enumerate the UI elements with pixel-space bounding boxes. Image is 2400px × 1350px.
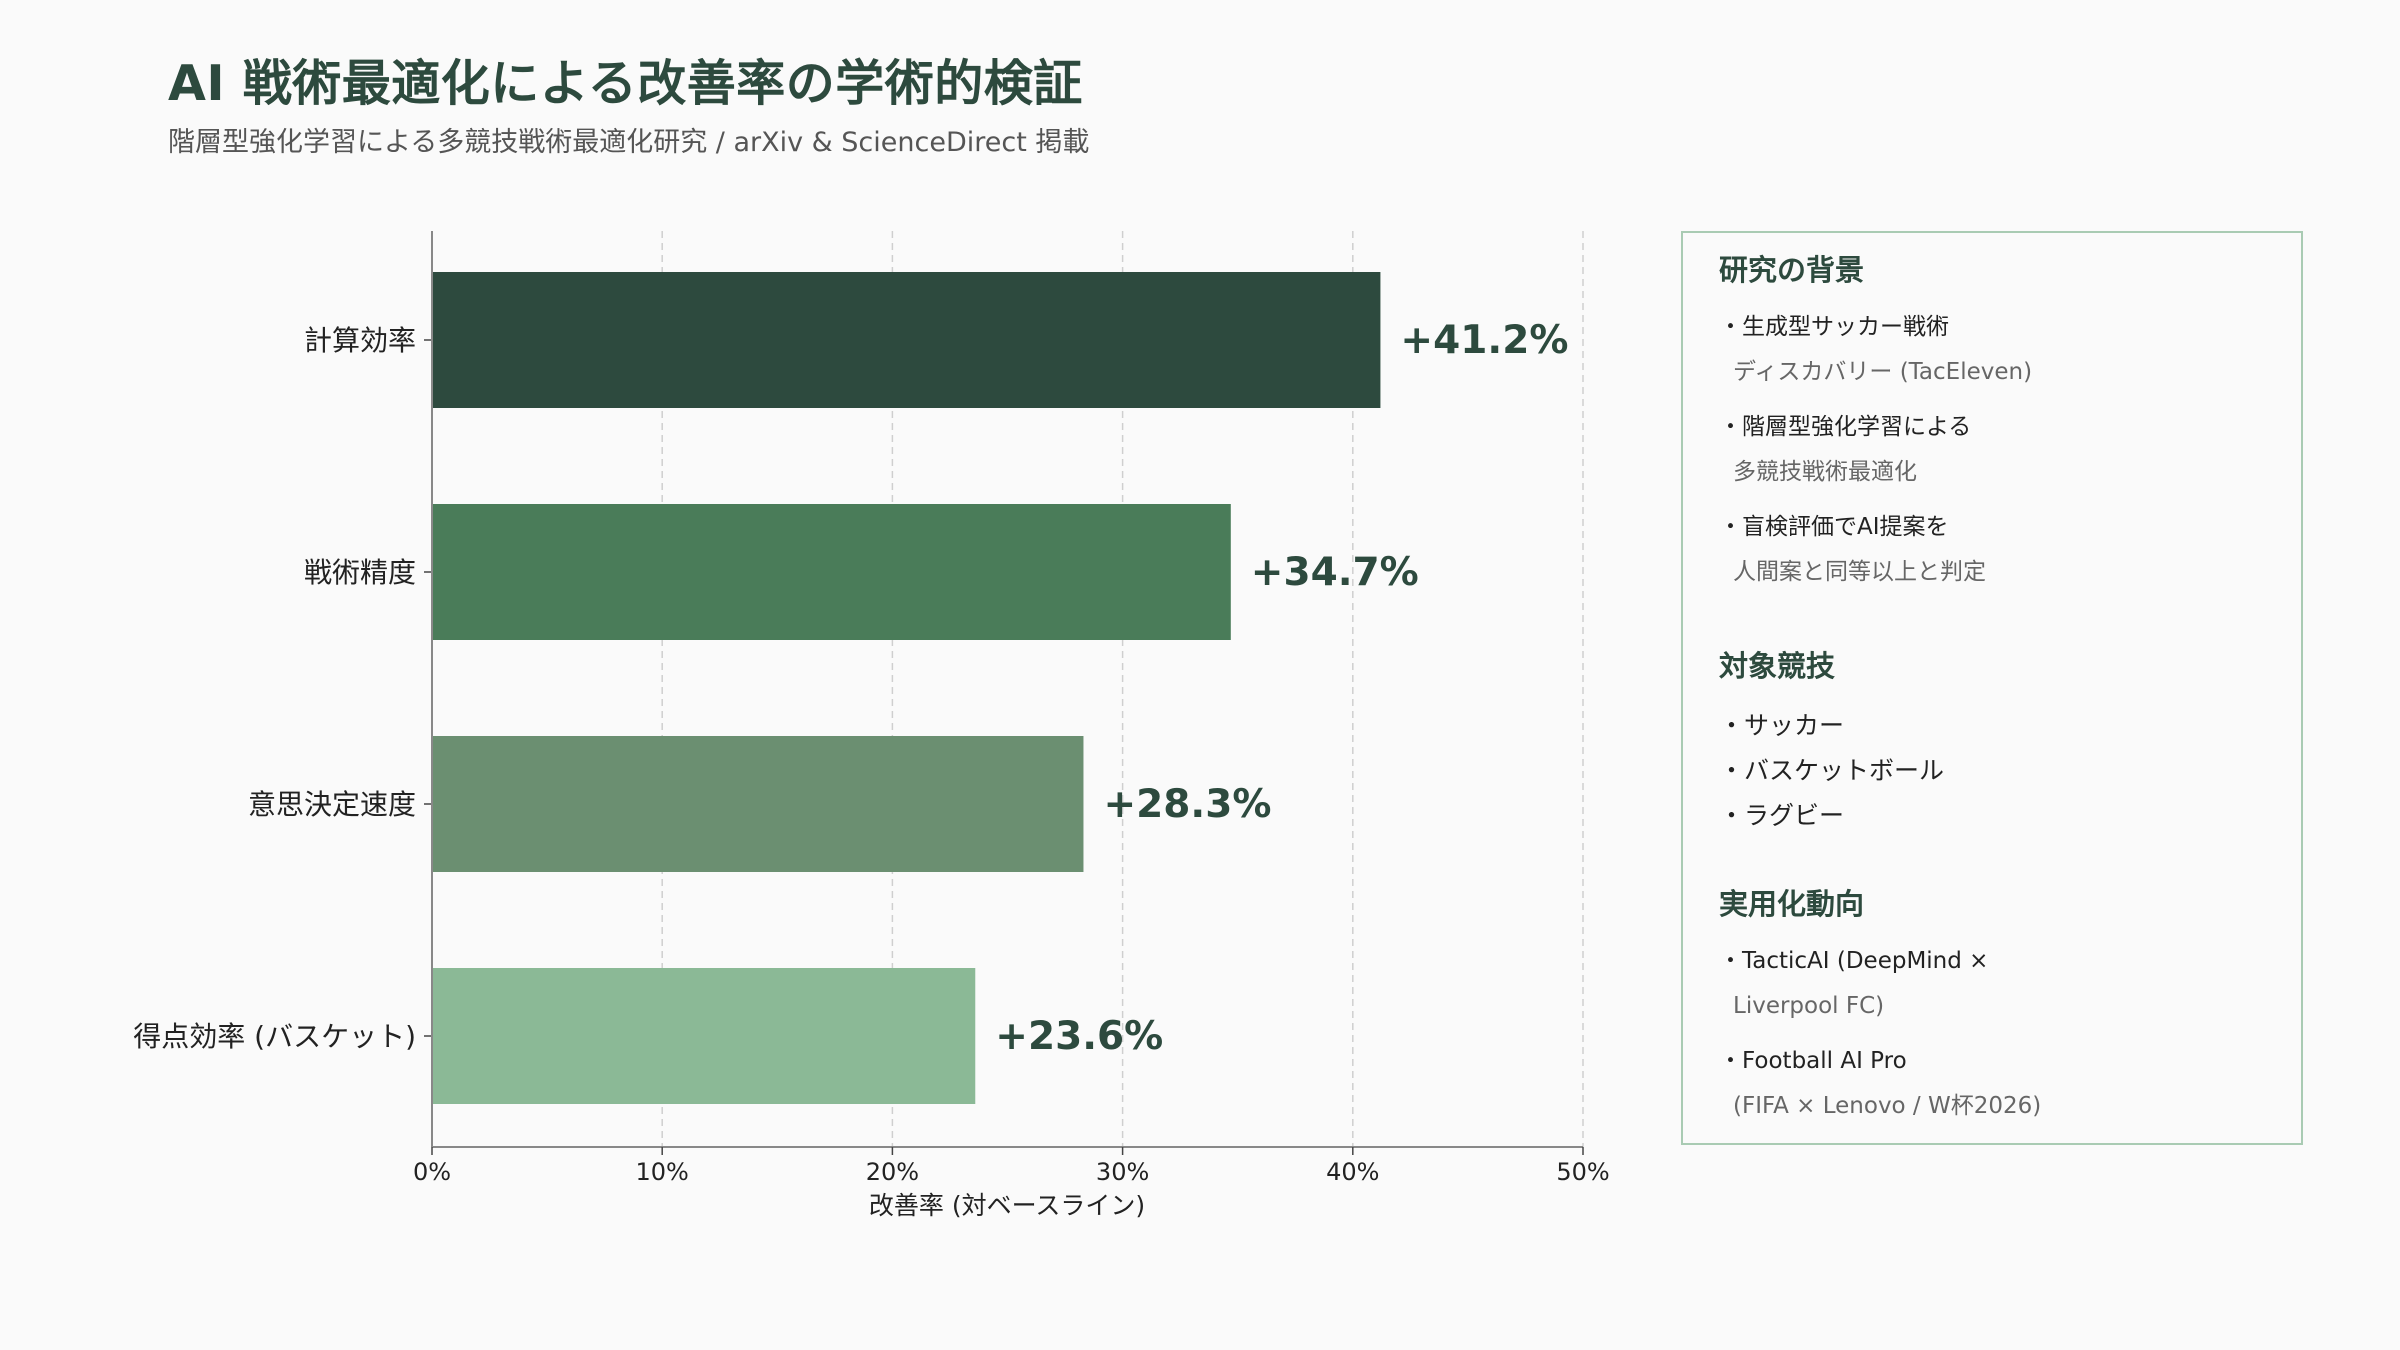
bullet-main-text: TacticAI (DeepMind × bbox=[1719, 939, 2041, 984]
background-item: 階層型強化学習による 多競技戦術最適化 bbox=[1719, 405, 2032, 495]
sports-heading: 対象競技 bbox=[1719, 649, 1836, 683]
grid-lines bbox=[661, 231, 1584, 1147]
info-panel: 研究の背景 生成型サッカー戦術 ディスカバリー (TacEleven) 階層型強… bbox=[1681, 231, 2303, 1145]
x-tick-label: 20% bbox=[866, 1158, 919, 1186]
bullet-sub-text: 人間案と同等以上と判定 bbox=[1733, 559, 1986, 585]
bar-value-label: +23.6% bbox=[995, 1014, 1163, 1059]
category-label: 得点効率 (バスケット) bbox=[133, 1020, 416, 1053]
bar-value-label: +28.3% bbox=[1103, 782, 1271, 827]
bullet-sub-text: 多競技戦術最適化 bbox=[1733, 459, 1917, 485]
background-item: 生成型サッカー戦術 ディスカバリー (TacEleven) bbox=[1719, 305, 2032, 395]
bar-value-label: +34.7% bbox=[1251, 550, 1419, 595]
bullet-main-text: Football AI Pro bbox=[1719, 1039, 2041, 1084]
bar bbox=[432, 504, 1231, 640]
x-tick-label: 40% bbox=[1326, 1158, 1379, 1186]
bullet-sub-text: ディスカバリー (TacEleven) bbox=[1733, 359, 2033, 385]
bar-chart: +41.2% +34.7% +28.3% +23.6% 計算効率戦術精度意思決定速度得… bbox=[133, 231, 1610, 1220]
bullet-main-text: 階層型強化学習による bbox=[1719, 405, 2032, 450]
x-tick-label: 30% bbox=[1096, 1158, 1149, 1186]
background-section: 研究の背景 生成型サッカー戦術 ディスカバリー (TacEleven) 階層型強… bbox=[1719, 247, 2032, 605]
trend-item: Football AI Pro (FIFA × Lenovo / W杯2026) bbox=[1719, 1039, 2041, 1129]
trends-heading: 実用化動向 bbox=[1719, 887, 1865, 921]
sport-item: ラグビー bbox=[1719, 793, 1944, 838]
x-axis-label: 改善率 (対ベースライン) bbox=[869, 1191, 1145, 1220]
bullet-sub-text: Liverpool FC) bbox=[1733, 993, 1885, 1019]
trends-section: 実用化動向 TacticAI (DeepMind × Liverpool FC)… bbox=[1719, 881, 2041, 1139]
bullet-main-text: 盲検評価でAI提案を bbox=[1719, 505, 2032, 550]
bullet-main-text: 生成型サッカー戦術 bbox=[1719, 305, 2032, 350]
sport-item: バスケットボール bbox=[1719, 748, 1944, 793]
chart-title: AI 戦術最適化による改善率の学術的検証 bbox=[168, 55, 1083, 112]
category-label: 意思決定速度 bbox=[248, 788, 416, 821]
bars: +41.2% +34.7% +28.3% +23.6% bbox=[432, 272, 1568, 1104]
x-tick-label: 0% bbox=[413, 1158, 451, 1186]
bar bbox=[432, 968, 976, 1104]
category-label: 戦術精度 bbox=[304, 556, 416, 589]
background-item: 盲検評価でAI提案を 人間案と同等以上と判定 bbox=[1719, 505, 2032, 595]
background-heading: 研究の背景 bbox=[1719, 253, 1865, 287]
sport-item: サッカー bbox=[1719, 703, 1944, 748]
x-tick-label: 10% bbox=[636, 1158, 689, 1186]
bullet-sub-text: (FIFA × Lenovo / W杯2026) bbox=[1733, 1093, 2042, 1119]
trend-item: TacticAI (DeepMind × Liverpool FC) bbox=[1719, 939, 2041, 1029]
bar-value-label: +41.2% bbox=[1400, 318, 1568, 363]
bar bbox=[432, 736, 1084, 872]
category-label: 計算効率 bbox=[304, 324, 416, 357]
x-tick-label: 50% bbox=[1556, 1158, 1609, 1186]
bar bbox=[432, 272, 1381, 408]
chart-subtitle: 階層型強化学習による多競技戦術最適化研究 / arXiv & ScienceDi… bbox=[168, 127, 1090, 158]
sports-section: 対象競技 サッカー バスケットボール ラグビー bbox=[1719, 643, 1944, 838]
